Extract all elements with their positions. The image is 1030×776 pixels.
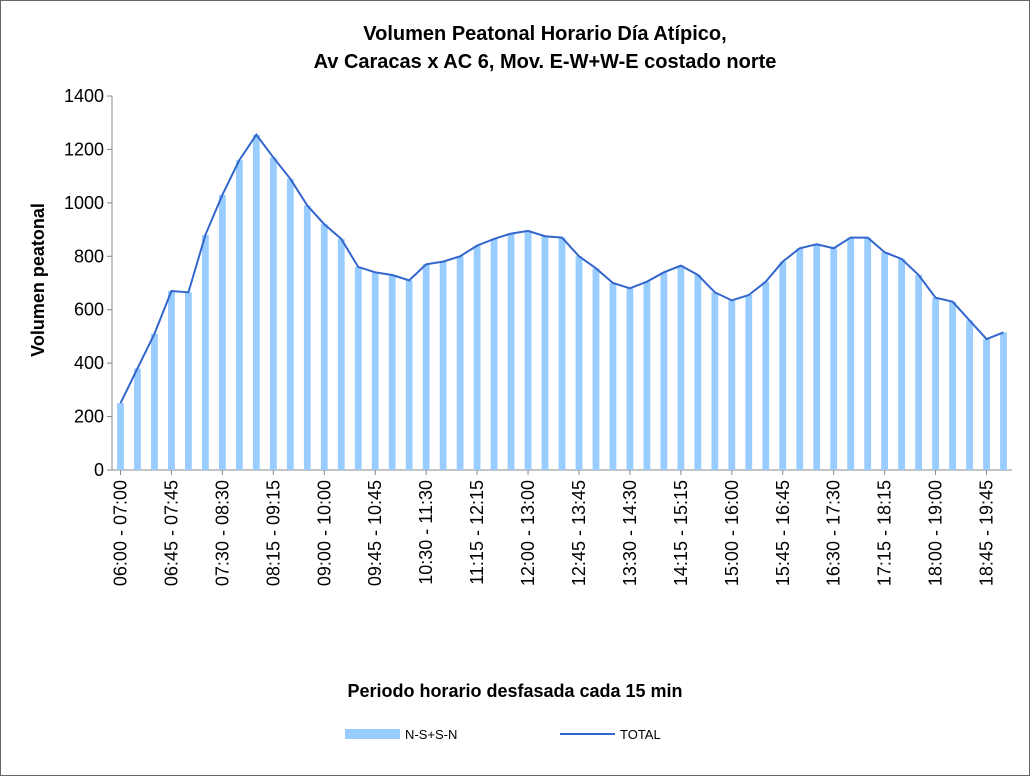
- bar: [303, 205, 311, 470]
- bar: [677, 265, 685, 470]
- bar: [660, 272, 668, 470]
- bar: [235, 160, 243, 470]
- bar: [422, 264, 430, 470]
- x-tick-label: 16:30 - 17:30: [824, 480, 844, 586]
- bar: [796, 248, 804, 470]
- x-tick-label: 13:30 - 14:30: [620, 480, 640, 586]
- bar: [575, 256, 583, 470]
- bar: [694, 274, 702, 470]
- bar: [966, 320, 973, 470]
- bar: [524, 230, 532, 470]
- y-tick-label: 1200: [64, 139, 104, 159]
- bar: [626, 288, 634, 470]
- bar: [711, 292, 719, 470]
- x-tick-label: 10:30 - 11:30: [416, 480, 436, 585]
- x-tick-label: 11:15 - 12:15: [467, 480, 487, 585]
- bar: [864, 237, 872, 470]
- line: [119, 133, 1004, 404]
- bar: [881, 252, 889, 470]
- chart-title: Volumen Peatonal Horario Día Atípico,: [363, 23, 726, 45]
- bar: [949, 301, 956, 470]
- bar: [813, 244, 821, 470]
- x-tick-label: 17:15 - 18:15: [875, 480, 895, 586]
- bar: [898, 258, 906, 470]
- bar: [439, 261, 447, 470]
- bar: [847, 237, 855, 470]
- y-tick-label: 0: [94, 460, 104, 480]
- legend-label: N-S+S-N: [405, 727, 457, 742]
- bar: [456, 256, 464, 470]
- x-axis-label: Periodo horario desfasada cada 15 min: [347, 681, 682, 701]
- bar: [490, 238, 498, 470]
- bar: [983, 339, 990, 470]
- x-tick-label: 14:15 - 15:15: [671, 480, 691, 586]
- bar: [932, 297, 939, 470]
- bar: [202, 234, 209, 470]
- y-tick-label: 600: [74, 300, 104, 320]
- bar: [320, 224, 328, 470]
- bar: [762, 281, 770, 470]
- bar: [830, 248, 838, 470]
- bar: [609, 283, 617, 470]
- bar: [151, 333, 158, 470]
- bar: [1000, 332, 1007, 470]
- x-tick-label: 15:45 - 16:45: [773, 480, 793, 586]
- bar: [643, 281, 651, 470]
- bar: [473, 245, 481, 470]
- x-tick-label: 18:00 - 19:00: [926, 480, 946, 586]
- bar: [354, 266, 362, 470]
- bar: [371, 272, 379, 470]
- x-tick-label: 08:15 - 09:15: [263, 480, 283, 586]
- y-tick-label: 200: [74, 407, 104, 427]
- bar: [915, 274, 922, 470]
- legend-swatch: [345, 729, 400, 739]
- bar: [185, 292, 192, 470]
- legend-label: TOTAL: [620, 727, 661, 742]
- bar: [269, 157, 277, 470]
- bar: [168, 291, 175, 470]
- bar: [728, 300, 736, 470]
- bar: [286, 178, 294, 471]
- x-tick-label: 09:00 - 10:00: [314, 480, 334, 586]
- bar: [117, 403, 124, 470]
- y-tick-label: 1400: [64, 86, 104, 106]
- x-tick-label: 06:45 - 07:45: [161, 480, 181, 586]
- bar: [779, 261, 787, 470]
- y-tick-label: 1000: [64, 193, 104, 213]
- bar: [337, 238, 345, 470]
- x-tick-label: 15:00 - 16:00: [722, 480, 742, 586]
- y-tick-label: 800: [74, 246, 104, 266]
- bar: [134, 368, 141, 470]
- bar: [541, 236, 549, 470]
- chart-title: Av Caracas x AC 6, Mov. E-W+W-E costado …: [314, 51, 777, 73]
- y-axis-label: Volumen peatonal: [28, 203, 48, 357]
- bar: [507, 233, 515, 470]
- x-tick-label: 07:30 - 08:30: [212, 480, 232, 586]
- x-tick-label: 18:45 - 19:45: [977, 480, 997, 586]
- y-tick-label: 400: [74, 353, 104, 373]
- bar: [218, 194, 226, 471]
- bar: [745, 295, 753, 470]
- bar: [388, 274, 396, 470]
- bar: [405, 280, 413, 470]
- x-tick-label: 06:00 - 07:00: [110, 480, 130, 586]
- x-tick-label: 12:00 - 13:00: [518, 480, 538, 586]
- bar: [252, 134, 260, 470]
- bar: [558, 237, 566, 470]
- bar: [592, 268, 600, 470]
- x-tick-label: 12:45 - 13:45: [569, 480, 589, 586]
- x-tick-label: 09:45 - 10:45: [365, 480, 385, 586]
